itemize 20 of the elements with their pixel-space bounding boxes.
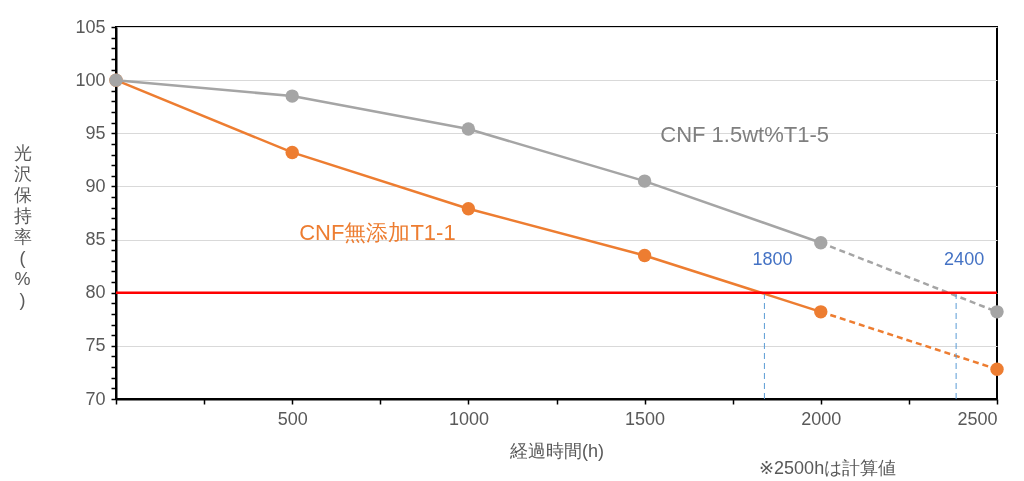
annotation: 2400 — [944, 248, 985, 269]
y-tick-label: 105 — [75, 16, 106, 37]
y-axis-title: 光沢保持率(%) — [13, 142, 32, 310]
y-tick-label: 75 — [85, 335, 106, 356]
annotation: 1800 — [752, 248, 793, 269]
x-tick-label: 1000 — [448, 408, 489, 429]
y-tick-label: 80 — [85, 282, 106, 303]
text: ※2500hは計算値 — [759, 458, 897, 478]
x-tick-label: 500 — [277, 408, 308, 429]
y-tick-label: 90 — [85, 175, 106, 196]
x-tick-label: 1500 — [625, 408, 666, 429]
x-tick-label: 2000 — [801, 408, 842, 429]
y-tick-label: 95 — [85, 122, 106, 143]
series-label: CNF 1.5wt%T1-5 — [660, 122, 829, 148]
x-tick-label: 2500 — [957, 408, 998, 429]
x-axis-title: 経過時間(h) — [509, 440, 604, 461]
series-label: CNF無添加T1-1 — [299, 219, 456, 245]
y-tick-label: 70 — [85, 388, 106, 409]
y-tick-label: 85 — [85, 229, 106, 250]
y-tick-label: 100 — [75, 69, 106, 90]
